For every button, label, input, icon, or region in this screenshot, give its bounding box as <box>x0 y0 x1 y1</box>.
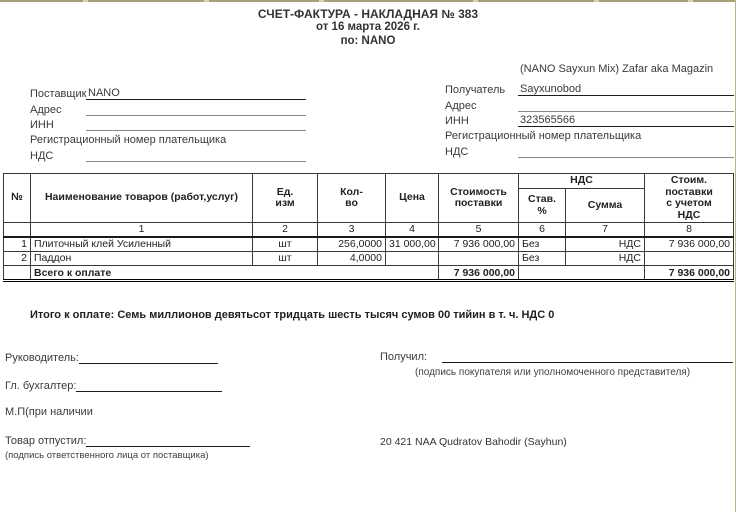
table-header-row: № Наименование товаров (работ,услуг) Ед.… <box>3 173 734 223</box>
total-vat-blank <box>518 265 645 282</box>
cell-total: 7 936 000,00 <box>644 236 734 252</box>
amount-in-words: Итого к оплате: Семь миллионов девятьсот… <box>30 309 555 321</box>
total-label: Всего к оплате <box>30 265 439 282</box>
colnum-7: 7 <box>565 222 645 238</box>
cell-vat-rate: Без <box>518 251 566 266</box>
cell-vat-rate: Без <box>518 236 566 252</box>
receiver-label: Получатель <box>445 84 506 96</box>
received-signature: Получил: <box>380 350 733 363</box>
receiver-reg-label: Регистрационный номер плательщика <box>445 130 642 142</box>
cell-total <box>644 251 734 266</box>
supplier-vat-label: НДС <box>30 150 54 162</box>
cell-vat-sum: НДС <box>565 251 645 266</box>
cell-amount <box>438 251 519 266</box>
total-blank <box>3 265 31 282</box>
col-header-vat-rate: Став. % <box>518 188 566 223</box>
received-signature-line <box>442 351 733 363</box>
colnum-blank <box>3 222 31 238</box>
receiver-name-line1: (NANO Sayxun Mix) Zafar aka Magazin <box>520 63 714 75</box>
cell-vat-sum: НДС <box>565 236 645 252</box>
colnum-5: 5 <box>438 222 519 238</box>
released-label: Товар отпустил: <box>5 435 87 447</box>
cell-unit: шт <box>252 236 318 252</box>
supplier-inn-label: ИНН <box>30 119 54 131</box>
col-header-total: Стоим. поставки с учетом НДС <box>644 173 734 223</box>
cell-name: Паддон <box>30 251 253 266</box>
director-signature-line <box>78 352 218 364</box>
cell-qty: 4,0000 <box>317 251 386 266</box>
colnum-1: 1 <box>30 222 253 238</box>
colnum-4: 4 <box>385 222 439 238</box>
supplier-reg-label: Регистрационный номер плательщика <box>30 134 227 146</box>
receiver-vat-line <box>518 157 734 158</box>
supplier-inn-line <box>86 130 306 131</box>
receiver-address-line <box>518 111 734 112</box>
supplier-address-label: Адрес <box>30 104 62 116</box>
col-header-name: Наименование товаров (работ,услуг) <box>30 173 253 223</box>
cell-unit: шт <box>252 251 318 266</box>
received-label: Получил: <box>380 351 428 363</box>
items-table-wrap: № Наименование товаров (работ,услуг) Ед.… <box>3 173 734 282</box>
cell-price: 31 000,00 <box>385 236 439 252</box>
invoice-source: по: NANO <box>340 34 396 47</box>
col-header-vat-sum: Сумма <box>565 188 645 223</box>
column-number-row: 1 2 3 4 5 6 7 8 <box>3 222 734 238</box>
cell-qty: 256,0000 <box>317 236 386 252</box>
col-header-qty: Кол- во <box>317 173 386 223</box>
receiver-block: (NANO Sayxun Mix) Zafar aka Magazin Полу… <box>445 63 734 158</box>
col-header-price: Цена <box>385 173 439 223</box>
stamp-label: М.П(при наличии <box>5 406 93 418</box>
director-label: Руководитель: <box>5 352 79 364</box>
supplier-label: Поставщик <box>30 88 87 100</box>
page-break-line-top <box>0 0 736 2</box>
table-row: 2 Паддон шт 4,0000 Без НДС <box>3 251 734 266</box>
released-note: (подпись ответственного лица от поставщи… <box>5 450 209 461</box>
colnum-3: 3 <box>317 222 386 238</box>
table-total-row: Всего к оплате 7 936 000,00 7 936 000,00 <box>3 265 734 282</box>
cell-amount: 7 936 000,00 <box>438 236 519 252</box>
col-header-unit: Ед. изм <box>252 173 318 223</box>
receiver-inn-value: 323565566 <box>518 114 734 127</box>
table-subheader-row: Став. % Сумма <box>4 188 734 223</box>
cell-num: 2 <box>3 251 31 266</box>
released-signature-line <box>86 435 250 447</box>
released-signature: Товар отпустил: <box>5 433 250 447</box>
received-note: (подпись покупателя или уполномоченного … <box>415 367 691 378</box>
cell-price <box>385 251 439 266</box>
table-row: 1 Плиточный клей Усиленный шт 256,0000 3… <box>3 236 734 252</box>
invoice-title: СЧЕТ-ФАКТУРА - НАКЛАДНАЯ № 383 <box>257 7 479 21</box>
receiver-inn-label: ИНН <box>445 115 469 127</box>
receiver-address-label: Адрес <box>445 100 477 112</box>
supplier-block: Поставщик NANO Адрес ИНН Регистрационный… <box>30 81 306 162</box>
accountant-signature-line <box>76 380 222 392</box>
items-table: № Наименование товаров (работ,услуг) Ед.… <box>3 173 734 282</box>
colnum-2: 2 <box>252 222 318 238</box>
receiver-vat-label: НДС <box>445 146 469 158</box>
supplier-address-line <box>86 115 306 116</box>
supplier-name: NANO <box>86 87 306 100</box>
col-header-vat: НДС <box>518 173 645 189</box>
cell-num: 1 <box>3 236 31 252</box>
colnum-6: 6 <box>518 222 566 238</box>
colnum-8: 8 <box>644 222 734 238</box>
released-by-name: 20 421 NAA Qudratov Bahodir (Sayhun) <box>380 436 567 448</box>
director-signature: Руководитель: <box>5 350 218 364</box>
total-amount: 7 936 000,00 <box>438 265 519 282</box>
accountant-label: Гл. бухгалтер: <box>5 380 77 392</box>
total-with-vat: 7 936 000,00 <box>644 265 734 282</box>
supplier-vat-line <box>86 161 306 162</box>
receiver-name-line2: Sayxunobod <box>518 83 734 96</box>
col-header-amount: Стоимость поставки <box>438 173 519 223</box>
invoice-date: от 16 марта 2026 г. <box>315 21 420 33</box>
invoice-title-block: СЧЕТ-ФАКТУРА - НАКЛАДНАЯ № 383 от 16 мар… <box>0 7 736 48</box>
cell-name: Плиточный клей Усиленный <box>30 236 253 252</box>
accountant-signature: Гл. бухгалтер: <box>5 378 222 392</box>
col-header-num: № <box>3 173 31 223</box>
